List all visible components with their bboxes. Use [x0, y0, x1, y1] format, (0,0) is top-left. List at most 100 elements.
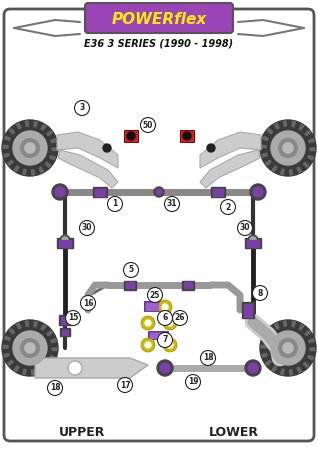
Circle shape — [117, 378, 133, 392]
Wedge shape — [299, 324, 304, 330]
Wedge shape — [261, 345, 266, 348]
Text: 17: 17 — [120, 381, 130, 390]
Wedge shape — [289, 170, 293, 175]
Wedge shape — [310, 348, 315, 351]
Bar — [213, 189, 223, 195]
Wedge shape — [305, 331, 310, 336]
Circle shape — [201, 351, 216, 365]
Text: 1: 1 — [112, 199, 118, 208]
Wedge shape — [17, 123, 21, 129]
Circle shape — [145, 320, 151, 326]
Bar — [144, 301, 160, 311]
Wedge shape — [5, 136, 10, 140]
Bar — [124, 280, 136, 289]
Circle shape — [55, 187, 65, 197]
Circle shape — [158, 300, 172, 314]
Circle shape — [207, 144, 215, 152]
Circle shape — [279, 139, 297, 158]
Wedge shape — [47, 130, 52, 136]
Text: 6: 6 — [162, 314, 168, 323]
Circle shape — [60, 235, 70, 245]
Wedge shape — [266, 160, 271, 165]
Wedge shape — [266, 360, 271, 365]
Circle shape — [80, 296, 95, 310]
Text: 19: 19 — [188, 378, 198, 387]
Wedge shape — [17, 324, 21, 329]
Bar — [126, 282, 134, 288]
Wedge shape — [47, 331, 52, 336]
FancyBboxPatch shape — [85, 3, 233, 33]
Circle shape — [25, 143, 35, 153]
Bar — [57, 238, 73, 248]
Circle shape — [248, 235, 258, 245]
Circle shape — [127, 132, 135, 140]
Bar — [184, 282, 192, 288]
Wedge shape — [41, 324, 46, 330]
Text: 18: 18 — [203, 354, 213, 363]
Wedge shape — [23, 369, 26, 374]
Wedge shape — [274, 324, 279, 329]
Text: 16: 16 — [83, 298, 93, 307]
Wedge shape — [4, 153, 9, 157]
Text: 30: 30 — [82, 224, 92, 233]
Wedge shape — [25, 121, 29, 126]
Circle shape — [162, 304, 168, 310]
Circle shape — [157, 360, 173, 376]
Circle shape — [250, 184, 266, 200]
Wedge shape — [280, 169, 284, 175]
Wedge shape — [31, 369, 35, 375]
Circle shape — [163, 316, 177, 330]
Text: 5: 5 — [128, 266, 134, 274]
Circle shape — [21, 339, 39, 357]
Circle shape — [283, 143, 293, 153]
Bar — [93, 187, 107, 197]
Wedge shape — [261, 145, 266, 148]
Wedge shape — [3, 345, 8, 348]
Wedge shape — [272, 166, 277, 171]
Wedge shape — [14, 166, 19, 171]
Wedge shape — [41, 125, 46, 130]
Circle shape — [245, 360, 261, 376]
Circle shape — [253, 187, 263, 197]
Wedge shape — [3, 145, 8, 148]
Wedge shape — [272, 366, 277, 371]
Circle shape — [66, 310, 80, 325]
Bar — [62, 329, 68, 334]
Wedge shape — [31, 170, 35, 175]
Circle shape — [123, 262, 139, 278]
Wedge shape — [51, 139, 56, 143]
Circle shape — [2, 320, 58, 376]
Circle shape — [279, 339, 297, 357]
Bar — [59, 315, 71, 325]
Wedge shape — [297, 167, 301, 173]
Circle shape — [2, 120, 58, 176]
Circle shape — [271, 131, 305, 165]
Bar — [95, 189, 105, 195]
Wedge shape — [289, 369, 293, 375]
Wedge shape — [263, 336, 268, 341]
Wedge shape — [263, 136, 268, 140]
Circle shape — [148, 288, 162, 302]
Bar — [180, 130, 194, 142]
Circle shape — [141, 117, 156, 132]
Text: E36 3 SERIES (1990 - 1998): E36 3 SERIES (1990 - 1998) — [85, 38, 233, 48]
FancyBboxPatch shape — [4, 9, 314, 441]
Wedge shape — [308, 156, 313, 160]
Bar — [211, 187, 225, 197]
Wedge shape — [5, 336, 10, 341]
Circle shape — [250, 237, 256, 243]
Circle shape — [156, 189, 162, 195]
Bar — [148, 331, 168, 339]
Circle shape — [25, 343, 35, 353]
Wedge shape — [50, 156, 55, 160]
Circle shape — [260, 320, 316, 376]
Wedge shape — [309, 139, 314, 143]
Wedge shape — [52, 148, 57, 151]
Circle shape — [154, 187, 164, 197]
Wedge shape — [45, 162, 51, 167]
Circle shape — [260, 120, 316, 176]
Wedge shape — [262, 353, 267, 357]
Circle shape — [13, 331, 47, 365]
Bar — [59, 239, 71, 247]
Bar — [146, 302, 158, 310]
